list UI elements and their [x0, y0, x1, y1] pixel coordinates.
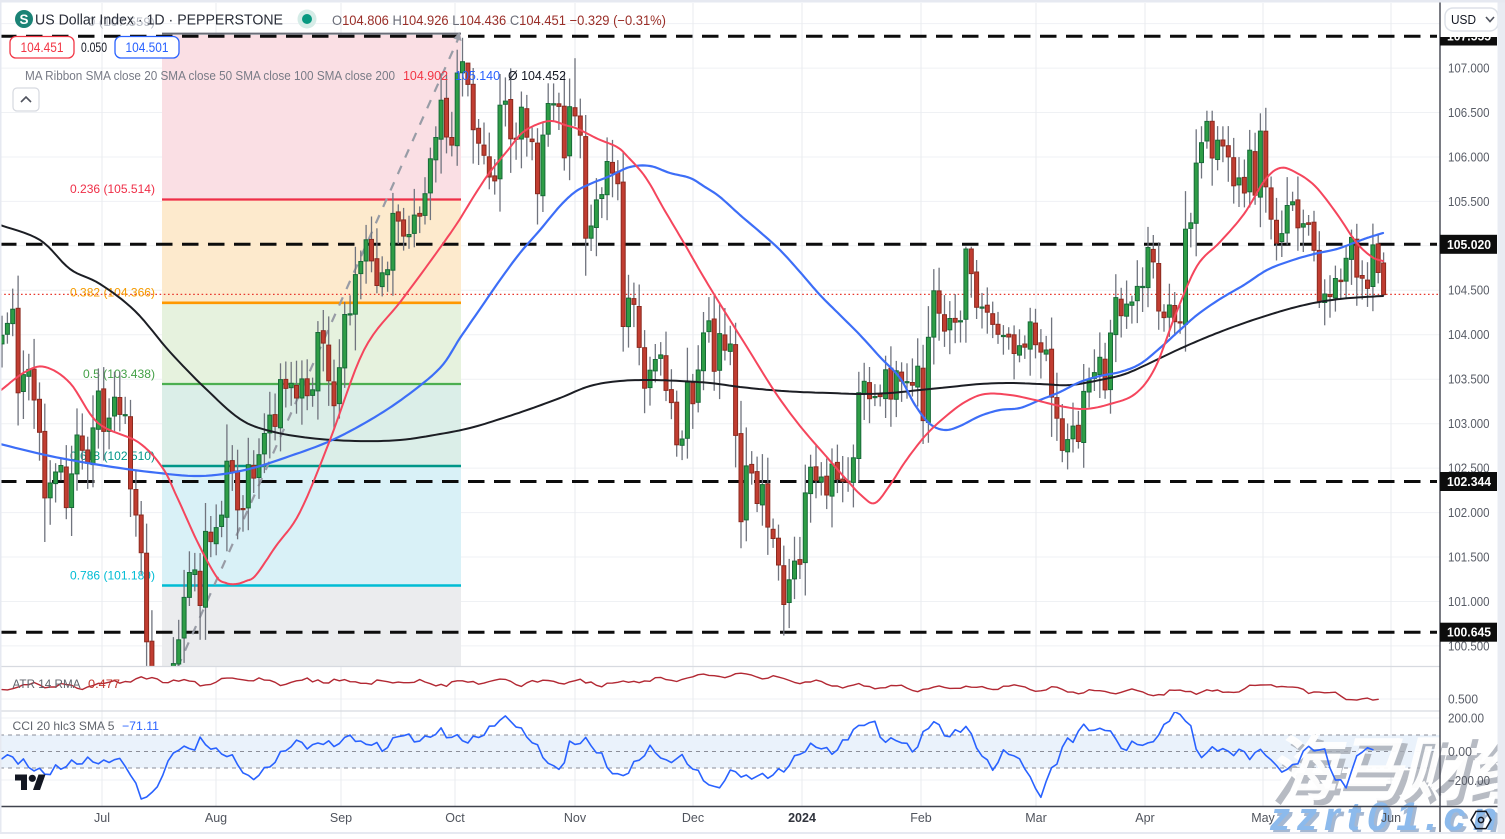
svg-text:0.477: 0.477 [88, 677, 120, 691]
svg-text:0.050: 0.050 [81, 40, 107, 55]
svg-text:0.00: 0.00 [1448, 745, 1472, 759]
svg-text:0.500: 0.500 [1448, 693, 1478, 707]
svg-text:−71.11: −71.11 [122, 719, 159, 733]
svg-text:Ø 104.452: Ø 104.452 [508, 68, 566, 83]
svg-text:105.020: 105.020 [1447, 238, 1491, 252]
svg-text:Apr: Apr [1135, 811, 1154, 825]
svg-text:104.000: 104.000 [1448, 328, 1490, 342]
svg-text:101.500: 101.500 [1448, 550, 1490, 564]
svg-text:102.344: 102.344 [1447, 475, 1491, 489]
svg-text:US Dollar Index · 1D · PEPPERS: US Dollar Index · 1D · PEPPERSTONE [35, 13, 283, 29]
svg-text:Oct: Oct [445, 811, 465, 825]
svg-text:S: S [19, 12, 28, 27]
svg-text:104.451: 104.451 [21, 40, 64, 55]
svg-text:Dec: Dec [682, 811, 704, 825]
svg-text:Jul: Jul [94, 811, 110, 825]
svg-text:0.786 (101.189): 0.786 (101.189) [70, 569, 155, 583]
svg-text:107.000: 107.000 [1448, 62, 1490, 76]
svg-text:CCI 20 hlc3 SMA 5: CCI 20 hlc3 SMA 5 [13, 719, 115, 733]
svg-text:ATR 14 RMA: ATR 14 RMA [13, 677, 81, 691]
svg-text:0.236 (105.514): 0.236 (105.514) [70, 182, 155, 196]
svg-text:Mar: Mar [1025, 811, 1047, 825]
svg-text:105.500: 105.500 [1448, 195, 1490, 209]
svg-text:102.000: 102.000 [1448, 506, 1490, 520]
svg-text:May: May [1251, 811, 1275, 825]
svg-text:Sep: Sep [330, 811, 352, 825]
svg-text:MA Ribbon SMA close 20 SMA clo: MA Ribbon SMA close 20 SMA close 50 SMA … [25, 68, 395, 83]
svg-text:Feb: Feb [910, 811, 932, 825]
svg-text:105.140: 105.140 [455, 68, 500, 83]
svg-text:2024: 2024 [788, 811, 816, 825]
svg-text:103.500: 103.500 [1448, 373, 1490, 387]
svg-text:−200.00: −200.00 [1448, 774, 1490, 788]
svg-text:101.000: 101.000 [1448, 595, 1490, 609]
svg-text:Jun: Jun [1381, 811, 1401, 825]
svg-text:103.000: 103.000 [1448, 417, 1490, 431]
svg-text:104.500: 104.500 [1448, 284, 1490, 298]
svg-text:100.645: 100.645 [1447, 626, 1491, 640]
svg-text:Aug: Aug [205, 811, 227, 825]
svg-text:106.000: 106.000 [1448, 150, 1490, 164]
svg-text:USD: USD [1451, 13, 1476, 27]
svg-text:Nov: Nov [564, 811, 587, 825]
svg-text:200.00: 200.00 [1448, 712, 1484, 726]
svg-text:104.902: 104.902 [403, 68, 448, 83]
svg-text:O104.806 H104.926 L104.436 C10: O104.806 H104.926 L104.436 C104.451 −0.3… [332, 13, 666, 28]
svg-text:106.500: 106.500 [1448, 106, 1490, 120]
svg-text:104.501: 104.501 [126, 40, 169, 55]
svg-text:0.5 (103.438): 0.5 (103.438) [83, 367, 155, 381]
